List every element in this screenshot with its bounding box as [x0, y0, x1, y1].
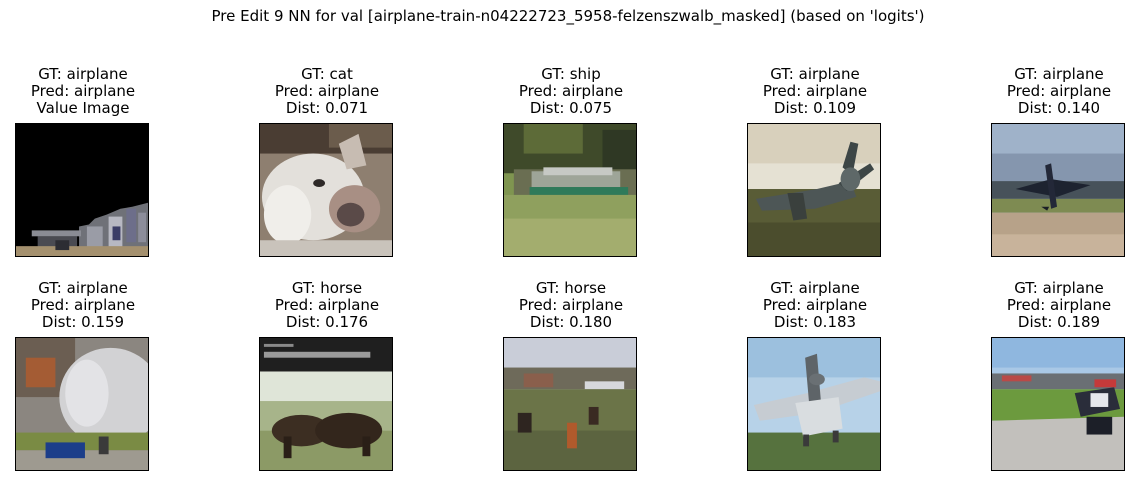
- gt-label: GT: horse: [535, 279, 607, 297]
- thumbnail-image: [991, 337, 1125, 471]
- pred-label: Pred: airplane: [518, 296, 624, 314]
- gt-label: GT: airplane: [38, 65, 128, 83]
- thumbnail-image: [991, 123, 1125, 257]
- figure-title: Pre Edit 9 NN for val [airplane-train-n0…: [211, 7, 925, 25]
- thumbnail-image: [15, 337, 149, 471]
- info-label: Dist: 0.183: [773, 313, 857, 331]
- panel-caption: GT: airplane Pred: airplane Dist: 0.189: [939, 280, 1136, 331]
- gt-label: GT: airplane: [770, 279, 860, 297]
- thumbnail-image: [503, 337, 637, 471]
- info-label: Dist: 0.176: [285, 313, 369, 331]
- info-label: Dist: 0.159: [41, 313, 125, 331]
- pred-label: Pred: airplane: [274, 82, 380, 100]
- panel-caption: GT: horse Pred: airplane Dist: 0.176: [207, 280, 447, 331]
- thumbnail-image: [747, 123, 881, 257]
- gt-label: GT: horse: [291, 279, 363, 297]
- info-label: Dist: 0.180: [529, 313, 613, 331]
- pred-label: Pred: airplane: [274, 296, 380, 314]
- info-label: Dist: 0.140: [1017, 99, 1101, 117]
- pred-label: Pred: airplane: [762, 82, 868, 100]
- thumbnail-image: [747, 337, 881, 471]
- thumbnail-image: [259, 337, 393, 471]
- info-label: Dist: 0.075: [529, 99, 613, 117]
- panel-caption: GT: airplane Pred: airplane Value Image: [0, 66, 203, 117]
- panel-caption: GT: airplane Pred: airplane Dist: 0.140: [939, 66, 1136, 117]
- panel-caption: GT: airplane Pred: airplane Dist: 0.183: [695, 280, 935, 331]
- pred-label: Pred: airplane: [30, 296, 136, 314]
- panel-caption: GT: airplane Pred: airplane Dist: 0.109: [695, 66, 935, 117]
- panel-caption: GT: ship Pred: airplane Dist: 0.075: [451, 66, 691, 117]
- gt-label: GT: airplane: [1014, 279, 1104, 297]
- pred-label: Pred: airplane: [518, 82, 624, 100]
- gt-label: GT: cat: [301, 65, 353, 83]
- panel-caption: GT: airplane Pred: airplane Dist: 0.159: [0, 280, 203, 331]
- gt-label: GT: airplane: [1014, 65, 1104, 83]
- gt-label: GT: airplane: [38, 279, 128, 297]
- gt-label: GT: airplane: [770, 65, 860, 83]
- panel-caption: GT: horse Pred: airplane Dist: 0.180: [451, 280, 691, 331]
- pred-label: Pred: airplane: [1006, 296, 1112, 314]
- info-label: Value Image: [36, 99, 130, 117]
- panel-caption: GT: cat Pred: airplane Dist: 0.071: [207, 66, 447, 117]
- pred-label: Pred: airplane: [30, 82, 136, 100]
- pred-label: Pred: airplane: [762, 296, 868, 314]
- info-label: Dist: 0.109: [773, 99, 857, 117]
- gt-label: GT: ship: [541, 65, 601, 83]
- thumbnail-image: [259, 123, 393, 257]
- info-label: Dist: 0.071: [285, 99, 369, 117]
- pred-label: Pred: airplane: [1006, 82, 1112, 100]
- thumbnail-image: [503, 123, 637, 257]
- info-label: Dist: 0.189: [1017, 313, 1101, 331]
- thumbnail-image: [15, 123, 149, 257]
